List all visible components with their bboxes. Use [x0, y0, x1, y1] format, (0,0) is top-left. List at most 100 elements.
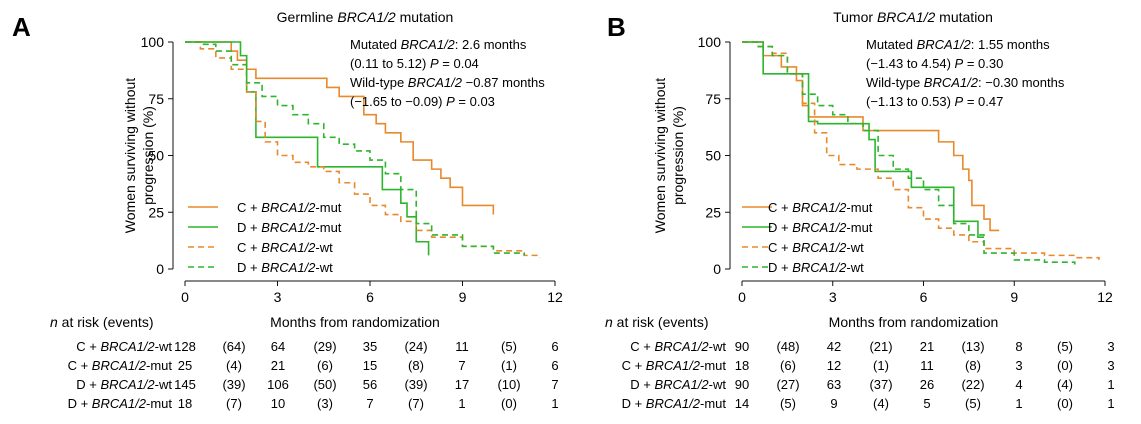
legend-label-segment: -mut — [315, 200, 341, 215]
risk-cell: 18 — [735, 358, 749, 373]
risk-table-header-n: n — [605, 314, 613, 330]
risk-cell: 3 — [1107, 358, 1114, 373]
risk-cell: (0) — [501, 396, 517, 411]
legend-label-segment: C + — [237, 200, 261, 215]
x-axis-label: Months from randomization — [270, 314, 440, 330]
risk-cell: (48) — [776, 339, 799, 354]
stat-annotation-line-segment: P — [955, 56, 964, 71]
stat-annotation-line-segment: (−1.65 to −0.09) — [350, 94, 446, 109]
legend-label: C + BRCA1/2-wt — [768, 240, 864, 255]
stat-annotation-line: Mutated BRCA1/2: 2.6 months — [350, 37, 527, 52]
risk-cell: (6) — [780, 358, 796, 373]
legend-label-segment: -mut — [315, 220, 341, 235]
risk-cell: 21 — [920, 339, 934, 354]
risk-row-label-segment: BRCA1/2 — [654, 339, 709, 354]
stat-annotation-line: Mutated BRCA1/2: 1.55 months — [866, 37, 1050, 52]
series-line-1 — [185, 41, 495, 215]
risk-cell: (4) — [226, 358, 242, 373]
y-tick-label: 25 — [148, 204, 164, 220]
risk-cell: 5 — [923, 396, 930, 411]
risk-cell: 8 — [1015, 339, 1022, 354]
stat-annotation-line-segment: Mutated — [866, 37, 917, 52]
risk-cell: (8) — [965, 358, 981, 373]
stat-annotation-line-segment: = 0.30 — [963, 56, 1003, 71]
legend-label-segment: -wt — [315, 260, 333, 275]
risk-cell: (37) — [869, 377, 892, 392]
panel-letter: A — [12, 12, 31, 42]
risk-cell: 7 — [366, 396, 373, 411]
legend-label-segment: D + — [768, 260, 792, 275]
x-tick-label: 6 — [920, 289, 928, 305]
x-tick-label: 0 — [738, 289, 746, 305]
stat-annotation-line-segment: −0.87 months — [462, 75, 545, 90]
risk-cell: 7 — [458, 358, 465, 373]
y-tick-label: 75 — [705, 91, 721, 107]
x-tick-label: 3 — [274, 289, 282, 305]
y-axis-label: Women surviving without — [652, 78, 668, 233]
legend-label-segment: D + — [768, 220, 792, 235]
stat-annotation-line-segment: BRCA1/2 — [401, 37, 456, 52]
risk-cell: (22) — [961, 377, 984, 392]
stat-annotation-line: (−1.13 to 0.53) P = 0.47 — [866, 94, 1003, 109]
risk-row-label-segment: -wt — [709, 339, 727, 354]
legend-label-segment: C + — [768, 240, 792, 255]
stat-annotation-line-segment: = 0.04 — [439, 56, 479, 71]
risk-table-header-rest: at risk (events) — [58, 314, 154, 330]
stat-annotation-line: (−1.43 to 4.54) P = 0.30 — [866, 56, 1003, 71]
stat-annotation-line-segment: (−1.13 to 0.53) — [866, 94, 955, 109]
panel-letter: B — [607, 12, 626, 42]
stat-annotation-line-segment: P — [955, 94, 964, 109]
legend-label-segment: BRCA1/2 — [792, 220, 847, 235]
risk-cell: 1 — [1107, 396, 1114, 411]
legend-label-segment: -wt — [846, 240, 864, 255]
y-tick-label: 100 — [141, 34, 165, 50]
chart-title-segment: Germline — [277, 9, 338, 25]
risk-cell: 35 — [363, 339, 377, 354]
stat-annotation-line-segment: = 0.03 — [455, 94, 495, 109]
risk-row-label: C + BRCA1/2-wt — [630, 339, 726, 354]
legend-label-segment: BRCA1/2 — [261, 260, 316, 275]
legend-label-segment: BRCA1/2 — [261, 240, 316, 255]
risk-row-label-segment: -wt — [709, 377, 727, 392]
legend-label-segment: BRCA1/2 — [261, 200, 316, 215]
risk-row-label-segment: -mut — [146, 396, 172, 411]
y-tick-label: 75 — [148, 91, 164, 107]
risk-cell: (5) — [780, 396, 796, 411]
legend-label: C + BRCA1/2-mut — [237, 200, 342, 215]
risk-cell: (39) — [404, 377, 427, 392]
risk-cell: 145 — [174, 377, 196, 392]
risk-cell: 25 — [178, 358, 192, 373]
risk-cell: 1 — [458, 396, 465, 411]
stat-annotation-line: Wild-type BRCA1/2: −0.30 months — [866, 75, 1065, 90]
risk-row-label-segment: BRCA1/2 — [100, 377, 155, 392]
stat-annotation-line-segment: P — [430, 56, 439, 71]
y-tick-label: 25 — [705, 204, 721, 220]
risk-table-header: n at risk (events) — [605, 314, 709, 330]
chart-title-segment: Tumor — [833, 9, 877, 25]
legend-label-segment: -wt — [846, 260, 864, 275]
risk-cell: 14 — [735, 396, 749, 411]
risk-row-label-segment: C + — [630, 339, 654, 354]
y-tick-label: 100 — [698, 34, 722, 50]
risk-cell: (13) — [961, 339, 984, 354]
risk-cell: 90 — [735, 339, 749, 354]
risk-cell: (0) — [1057, 358, 1073, 373]
risk-row-label: C + BRCA1/2-mut — [68, 358, 173, 373]
y-tick-label: 50 — [148, 148, 164, 164]
risk-row-label-segment: -mut — [700, 396, 726, 411]
y-axis-label: progression (%) — [140, 106, 156, 205]
risk-row-label-segment: D + — [76, 377, 100, 392]
risk-cell: 4 — [1015, 377, 1022, 392]
risk-cell: 106 — [267, 377, 289, 392]
risk-row-label-segment: C + — [76, 339, 100, 354]
legend-label: D + BRCA1/2-mut — [237, 220, 342, 235]
risk-table-header-n: n — [50, 314, 58, 330]
legend-label-segment: C + — [237, 240, 261, 255]
risk-cell: 3 — [1107, 339, 1114, 354]
risk-cell: (1) — [501, 358, 517, 373]
risk-cell: (21) — [869, 339, 892, 354]
chart-title-segment: BRCA1/2 — [337, 9, 396, 25]
risk-row-label-segment: BRCA1/2 — [654, 377, 709, 392]
risk-cell: 17 — [455, 377, 469, 392]
